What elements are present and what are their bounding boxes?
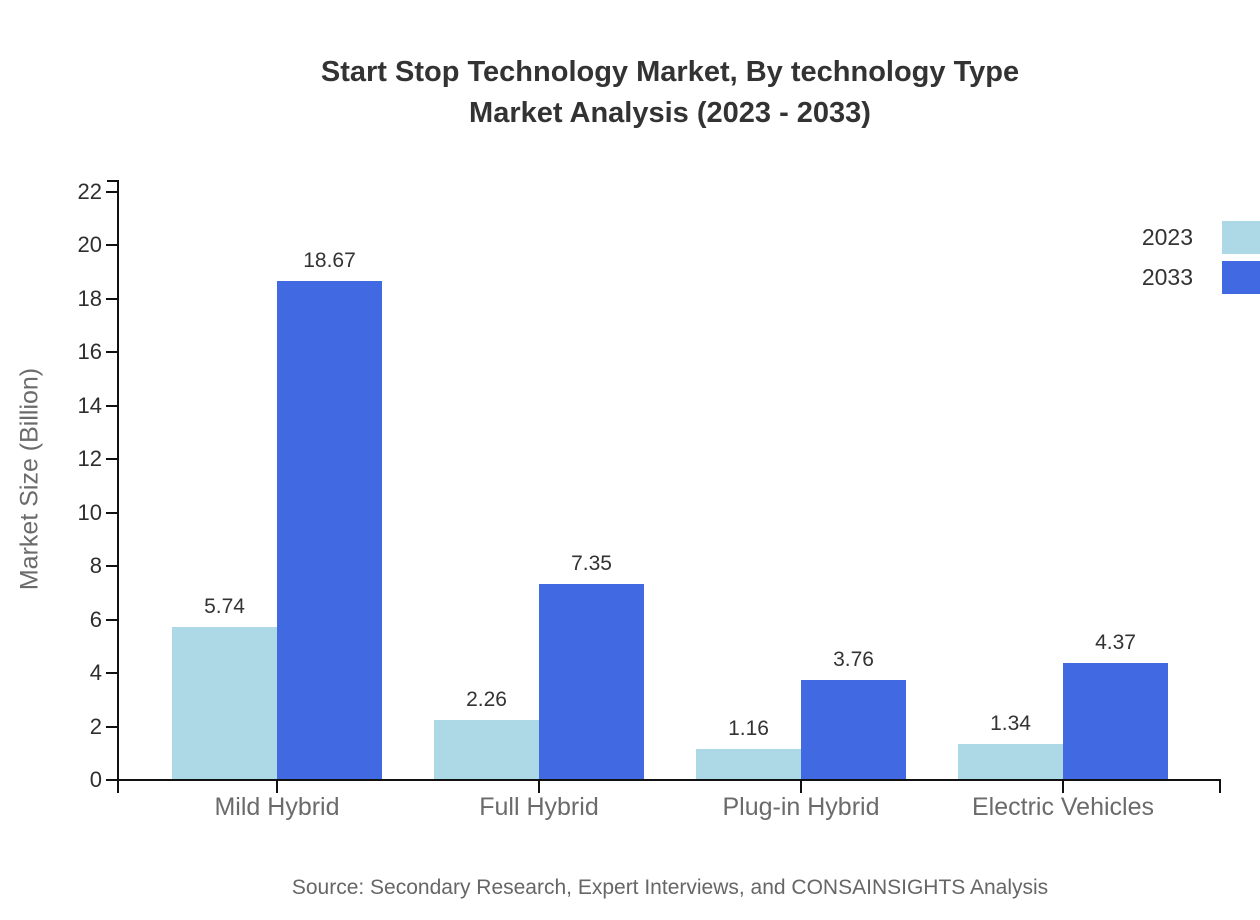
y-tick: [106, 565, 118, 567]
y-tick: [106, 191, 118, 193]
x-axis-line: [106, 779, 1221, 781]
legend-swatch-2033: [1222, 261, 1260, 294]
y-tick: [106, 458, 118, 460]
y-tick: [106, 619, 118, 621]
legend-label-2023: 2023: [1141, 224, 1193, 250]
y-tick: [106, 298, 118, 300]
bar-value-label-2033-full-hybrid: 7.35: [571, 552, 612, 575]
bar-value-label-2023-electric-vehicles: 1.34: [990, 712, 1031, 735]
bar-2023-plug-in-hybrid: [696, 749, 801, 780]
y-tick: [106, 244, 118, 246]
x-tick: [1062, 779, 1064, 793]
chart-title: Start Stop Technology Market, By technol…: [80, 52, 1260, 134]
chart-title-line2: Market Analysis (2023 - 2033): [469, 97, 871, 129]
y-tick-label: 12: [77, 446, 102, 471]
bar-2033-mild-hybrid: [277, 281, 382, 780]
bar-2033-full-hybrid: [539, 584, 644, 780]
x-axis-end-tick: [1219, 779, 1221, 793]
bar-value-label-2033-mild-hybrid: 18.67: [303, 249, 356, 272]
y-axis-line: [117, 180, 119, 793]
chart-title-line1: Start Stop Technology Market, By technol…: [320, 56, 1020, 88]
x-tick: [800, 779, 802, 793]
bar-2033-plug-in-hybrid: [801, 680, 906, 780]
y-tick: [106, 405, 118, 407]
x-category-label-full-hybrid: Full Hybrid: [479, 793, 599, 821]
bar-value-label-2033-electric-vehicles: 4.37: [1095, 631, 1136, 654]
y-tick-label: 18: [77, 286, 102, 311]
bar-value-label-2033-plug-in-hybrid: 3.76: [833, 648, 874, 671]
y-tick-label: 16: [77, 339, 102, 364]
bar-2033-electric-vehicles: [1063, 663, 1168, 780]
y-axis-cap: [107, 180, 118, 182]
y-tick-label: 22: [77, 179, 102, 204]
y-tick-label: 6: [89, 607, 102, 632]
x-tick: [538, 779, 540, 793]
y-tick-label: 20: [77, 232, 102, 257]
y-tick: [106, 726, 118, 728]
bar-2023-electric-vehicles: [958, 744, 1063, 780]
bar-2023-mild-hybrid: [172, 627, 277, 780]
x-category-label-electric-vehicles: Electric Vehicles: [971, 793, 1155, 821]
bar-value-label-2023-plug-in-hybrid: 1.16: [728, 717, 769, 740]
x-category-label-mild-hybrid: Mild Hybrid: [214, 793, 340, 821]
y-tick-label: 8: [89, 553, 102, 578]
bar-2023-full-hybrid: [434, 720, 539, 780]
y-tick-label: 10: [77, 500, 102, 525]
y-tick-label: 14: [77, 393, 102, 418]
legend-swatch-2023: [1222, 221, 1260, 254]
y-tick: [106, 351, 118, 353]
y-tick: [106, 512, 118, 514]
y-tick-label: 4: [89, 660, 102, 685]
bar-value-label-2023-full-hybrid: 2.26: [466, 688, 507, 711]
bar-value-label-2023-mild-hybrid: 5.74: [204, 595, 245, 618]
x-category-label-plug-in-hybrid: Plug-in Hybrid: [722, 793, 880, 821]
y-tick-label: 0: [89, 767, 102, 792]
legend-label-2033: 2033: [1141, 264, 1193, 290]
y-tick-label: 2: [89, 714, 102, 739]
x-tick: [276, 779, 278, 793]
source-note: Source: Secondary Research, Expert Inter…: [291, 876, 1049, 899]
y-tick: [106, 672, 118, 674]
